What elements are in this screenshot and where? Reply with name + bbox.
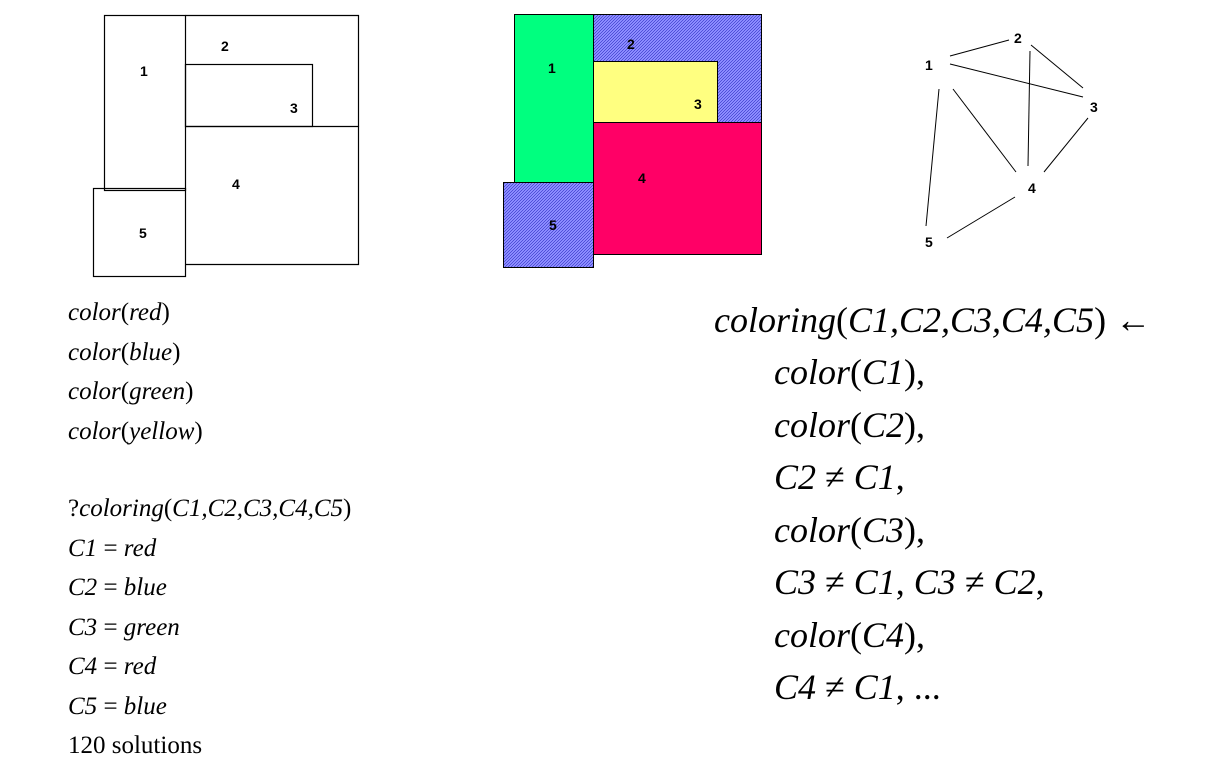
rule-head: coloring(C1,C2,C3,C4,C5) ← [714,300,1152,340]
edge-1-2 [949,39,1010,57]
edge-2-3 [1030,44,1084,89]
answer-line: C1 = red [68,534,157,562]
colored-region-1 [514,14,594,183]
edge-4-5 [946,196,1016,239]
outline-label-1: 1 [140,63,148,79]
fact-line: color(red) [68,299,170,326]
fact-line: color(yellow) [68,417,203,445]
rule-body-line: color(C1), [774,352,926,392]
rule-body: color(C1), color(C2), C2 ≠ C1, color(C3)… [774,346,1045,714]
conflict-graph: 1 2 3 4 5 [925,30,1098,250]
outline-label-3: 3 [290,100,298,116]
edge-1-4 [952,88,1017,173]
outline-label-4: 4 [232,176,240,192]
outline-region-2 [185,14,360,127]
edge-2-4 [1027,50,1031,167]
colored-label-2: 2 [627,36,635,52]
outline-label-2: 2 [221,38,229,54]
edge-3-4 [1043,117,1089,173]
outline-region-5 [92,187,187,278]
node-3: 3 [1090,99,1098,115]
edge-1-5 [925,88,940,227]
outline-region-1 [103,14,187,192]
colored-label-5: 5 [549,217,557,233]
outline-region-3 [184,63,314,128]
rule-body-line: color(C3), [774,509,926,550]
rule-body-line: C4 ≠ C1, ... [774,667,941,707]
rule-body-line: color(C2), [774,404,926,445]
outline-region-4 [185,125,360,266]
edge-1-3 [949,63,1084,98]
color-facts: color(red) color(blue) color(green) colo… [68,293,203,451]
colored-label-4: 4 [638,170,646,186]
answer-line: C2 = blue [68,574,167,601]
rule-body-line: C2 ≠ C1, [774,457,905,497]
answer-line: C3 = green [68,613,180,641]
query-block: ?coloring(C1,C2,C3,C4,C5) C1 = red C2 = … [68,489,351,766]
colored-map: 1 2 3 4 5 [503,14,762,268]
colored-region-3 [593,61,718,123]
rule-body-line: color(C4), [774,614,926,655]
answer-line: C5 = blue [68,692,167,720]
colored-region-4 [593,122,762,255]
solutions-count: 120 solutions [68,732,203,759]
rule-body-line: C3 ≠ C1, C3 ≠ C2, [774,562,1045,602]
fact-line: color(green) [68,378,194,405]
outline-map: 1 2 3 4 5 [92,14,360,278]
query-line: ?coloring(C1,C2,C3,C4,C5) [68,495,352,522]
outline-label-5: 5 [139,225,147,241]
node-4: 4 [1028,180,1036,196]
node-2: 2 [1014,30,1022,46]
colored-label-1: 1 [548,60,556,76]
node-1: 1 [925,57,933,73]
node-5: 5 [925,234,933,250]
fact-line: color(blue) [68,338,181,366]
answer-line: C4 = red [68,653,157,680]
colored-region-5 [503,182,594,268]
colored-label-3: 3 [694,96,702,112]
